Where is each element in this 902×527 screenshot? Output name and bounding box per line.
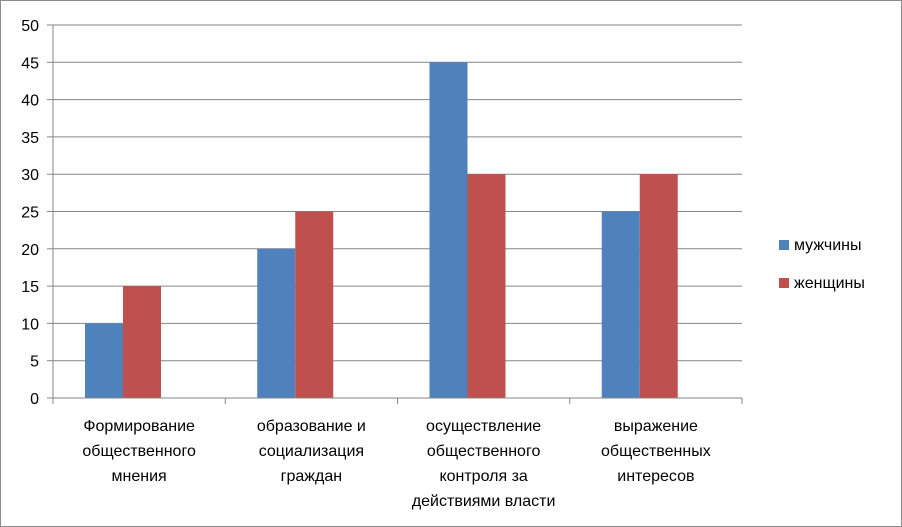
y-tick-label: 15	[21, 279, 39, 296]
y-tick-label: 40	[21, 93, 39, 110]
category-label-line: общественных	[601, 443, 711, 460]
y-tick-label: 35	[21, 130, 39, 147]
y-tick-label: 50	[21, 18, 39, 35]
y-tick-label: 0	[30, 391, 39, 408]
y-tick-label: 25	[21, 205, 39, 222]
category-label-line: контроля за	[439, 468, 527, 485]
y-tick-labels: 0 5 10 15 20 25 30 35 40 45 50	[21, 18, 39, 408]
bar-women	[123, 286, 161, 398]
category-label-line: образование и	[257, 418, 366, 435]
bar-men	[257, 248, 296, 398]
category-label-line: выражение	[614, 418, 698, 435]
category-label-line: социализация	[259, 443, 364, 460]
category-label: образование и социализация граждан	[257, 418, 366, 485]
y-tick-label: 30	[21, 167, 39, 184]
category-label-line: мнения	[112, 468, 167, 485]
category-label-line: общественного	[427, 443, 541, 460]
category-labels: Формирование общественного мнения образован…	[82, 418, 710, 510]
axes	[47, 24, 743, 404]
bar-women	[639, 174, 678, 398]
category-label-line: действиями власти	[412, 493, 556, 510]
y-tick-label: 5	[30, 354, 39, 371]
bars	[85, 62, 678, 399]
legend-label: мужчины	[794, 237, 862, 254]
bar-women	[467, 174, 506, 398]
bar-women	[295, 211, 334, 398]
y-tick-label: 20	[21, 242, 39, 259]
legend: мужчины женщины	[779, 237, 865, 292]
legend-swatch	[779, 240, 789, 250]
category-label: Формирование общественного мнения	[82, 418, 196, 485]
category-label-line: осуществление	[426, 418, 541, 435]
bar-men	[601, 211, 640, 398]
category-label-line: граждан	[281, 468, 342, 485]
legend-swatch	[779, 278, 789, 288]
y-tick-label: 10	[21, 316, 39, 333]
bar-men	[85, 323, 123, 398]
bar-men	[429, 62, 468, 399]
category-label-line: интересов	[617, 468, 694, 485]
category-label-line: общественного	[82, 443, 196, 460]
category-label: осуществление общественного контроля за дей…	[412, 418, 556, 510]
category-label: выражение общественных интересов	[601, 418, 711, 485]
y-tick-label: 45	[21, 55, 39, 72]
grid-lines	[53, 24, 742, 362]
category-label-line: Формирование	[83, 418, 195, 435]
legend-label: женщины	[794, 275, 865, 292]
